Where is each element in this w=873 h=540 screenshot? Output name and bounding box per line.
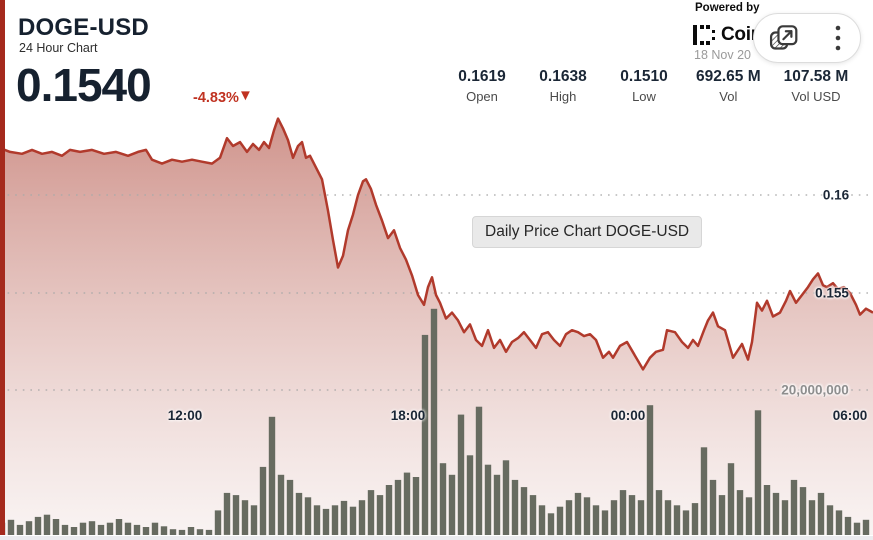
stat-value: 0.1510	[620, 68, 668, 85]
provider-name: Coin	[721, 24, 763, 45]
stat-value: 0.1638	[539, 68, 587, 85]
stat-vol: 692.65 M Vol	[696, 68, 761, 104]
stat-high: 0.1638 High	[534, 68, 592, 104]
stat-low: 0.1510 Low	[615, 68, 673, 104]
price-line	[0, 117, 873, 371]
ohlc-stats-row: 0.1619 Open 0.1638 High 0.1510 Low 692.65 M Vol…	[453, 68, 848, 104]
gridlines	[0, 194, 873, 391]
stat-vol-usd: 107.58 M Vol USD	[784, 68, 849, 104]
stat-label: Open	[466, 89, 498, 104]
stat-value: 692.65 M	[696, 68, 761, 85]
provider-logo: Coin	[693, 24, 762, 46]
stat-label: Vol	[719, 89, 738, 104]
stat-value: 0.1619	[458, 68, 506, 85]
stat-label: High	[549, 89, 577, 104]
stat-label: Low	[632, 89, 656, 104]
kebab-menu-icon	[835, 25, 841, 51]
down-triangle-icon: ▼	[238, 87, 253, 104]
current-price: 0.1540	[16, 59, 152, 111]
price-change-percent: -4.83%	[193, 90, 239, 106]
page-title: DOGE-USD	[18, 14, 149, 41]
expand-icon	[769, 25, 798, 50]
powered-by-label: Powered by	[695, 2, 760, 14]
chart-tooltip: Daily Price Chart DOGE-USD	[472, 216, 703, 248]
stat-value: 107.58 M	[783, 68, 849, 85]
expand-button[interactable]	[768, 23, 800, 53]
volume-bars	[0, 308, 870, 536]
coindesk-logo-icon	[693, 25, 715, 45]
more-options-button[interactable]	[834, 24, 842, 52]
chart-subtitle: 24 Hour Chart	[19, 41, 98, 55]
bottom-strip	[0, 536, 873, 540]
left-accent-strip	[0, 0, 5, 535]
stat-open: 0.1619 Open	[453, 68, 511, 104]
chart-date: 18 Nov 20	[694, 48, 751, 62]
stat-label: Vol USD	[791, 89, 841, 104]
chart-controls-pill	[753, 13, 861, 63]
